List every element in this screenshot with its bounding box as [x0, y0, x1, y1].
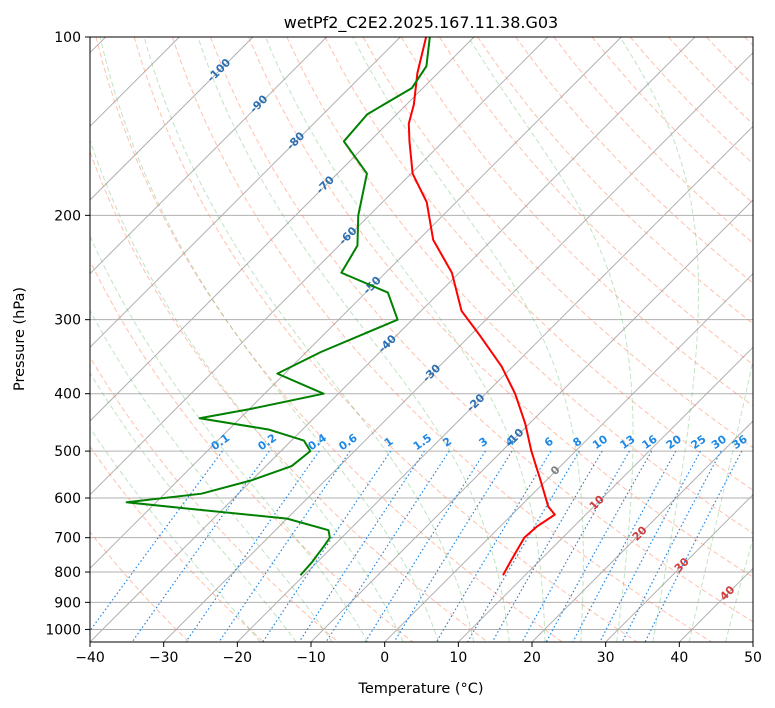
mixing-ratio-line: [185, 450, 320, 642]
isotherm-line: [90, 37, 254, 201]
mixing-ratio-line: [491, 450, 603, 642]
dry-adiabat-line: [171, 37, 712, 642]
x-tick-label: 50: [744, 650, 762, 666]
moist-adiabat-line: [265, 37, 546, 642]
dry-adiabat-line: [286, 37, 753, 534]
mixing-ratio-line: [545, 450, 653, 642]
chart-title: wetPf2_C2E2.2025.167.11.38.G03: [284, 13, 558, 33]
dry-adiabat-line: [133, 37, 638, 642]
isotherm-line: [236, 125, 753, 642]
y-tick-label: 700: [54, 531, 81, 547]
moist-adiabat-line: [143, 37, 475, 642]
x-axis-title: Temperature (°C): [357, 681, 483, 697]
moist-adiabat-line: [619, 37, 700, 642]
dry-adiabat-line: [95, 37, 563, 642]
dry-adiabat-line: [90, 445, 264, 642]
x-tick-label: 20: [523, 650, 541, 666]
mixing-ratio-line: [90, 450, 223, 632]
plot-area: [90, 37, 753, 642]
moist-adiabat-line: [90, 138, 404, 642]
isotherm-line: [90, 37, 475, 422]
x-axis: −40 −30 −20 −10 0 10 20 30 40 50: [75, 642, 762, 666]
y-tick-label: 800: [54, 565, 81, 581]
x-tick-label: 40: [670, 650, 688, 666]
isotherm-line: [163, 51, 753, 642]
isotherm-line: [531, 420, 753, 642]
mixing-ratio-line: [218, 450, 351, 642]
x-tick-label: −20: [223, 650, 253, 666]
dry-adiabat-line: [362, 37, 753, 449]
isotherm-line: [90, 37, 401, 349]
mixing-ratio-line: [298, 450, 425, 642]
x-tick-label: 30: [597, 650, 615, 666]
moist-adiabat-line: [90, 371, 297, 642]
dry-adiabat-line: [90, 531, 190, 642]
plot-frame: [89, 36, 754, 643]
mixing-ratio-line: [572, 450, 677, 642]
dry-adiabat-line: [324, 37, 753, 491]
isotherm-line: [605, 493, 753, 642]
moist-adiabat-line: [725, 536, 753, 642]
mixing-ratio-line: [621, 450, 722, 642]
temperature-profile-line: [407, 37, 556, 576]
dry-adiabat-line: [439, 37, 753, 366]
mixing-ratio-line: [262, 450, 392, 642]
moist-adiabat-line: [90, 234, 369, 642]
x-tick-label: −40: [75, 650, 105, 666]
isotherm-line: [90, 37, 696, 642]
y-tick-label: 100: [54, 30, 81, 46]
x-tick-label: −10: [296, 650, 326, 666]
dry-adiabat-line: [515, 37, 753, 284]
background-lines: [90, 37, 753, 642]
y-axis-title: Pressure (hPa): [12, 287, 28, 391]
dry-adiabat-line: [210, 37, 753, 623]
moist-adiabat-line: [352, 37, 584, 642]
moist-adiabat-line: [90, 309, 333, 642]
dry-adiabat-line: [248, 37, 753, 578]
x-tick-label: 0: [380, 650, 389, 666]
y-tick-label: 300: [54, 313, 81, 329]
dry-adiabat-line: [400, 37, 753, 407]
y-axis: 100 200 300 400 500 600 700 800 900 1000: [45, 30, 90, 638]
y-tick-label: 600: [54, 491, 81, 507]
isotherm-line: [384, 272, 753, 642]
moist-adiabat-line: [99, 37, 439, 642]
dry-adiabat-line: [477, 37, 753, 325]
mixing-ratio-line: [644, 450, 743, 642]
y-tick-label: 500: [54, 444, 81, 460]
moist-adiabat-line: [688, 358, 753, 642]
profiles: [125, 37, 556, 576]
x-tick-label: −30: [149, 650, 179, 666]
dry-adiabat-line: [90, 150, 488, 642]
moist-adiabat-line: [197, 37, 510, 642]
moist-adiabat-line: [90, 427, 261, 642]
isotherm-line: [90, 37, 622, 570]
dewpoint-profile-line: [125, 37, 431, 576]
y-tick-label: 900: [54, 595, 81, 611]
isotherm-line: [90, 37, 549, 496]
mixing-ratio-line: [599, 450, 702, 642]
isotherm-line: [457, 346, 753, 642]
mixing-ratio-line: [521, 450, 631, 642]
x-tick-label: 10: [449, 650, 467, 666]
dry-adiabat-line: [90, 259, 414, 642]
y-tick-label: 400: [54, 387, 81, 403]
isotherm-line: [90, 37, 328, 275]
y-tick-label: 1000: [45, 622, 81, 638]
y-tick-label: 200: [54, 208, 81, 224]
mixing-ratio-line: [393, 450, 513, 642]
dry-adiabat-line: [90, 356, 339, 642]
